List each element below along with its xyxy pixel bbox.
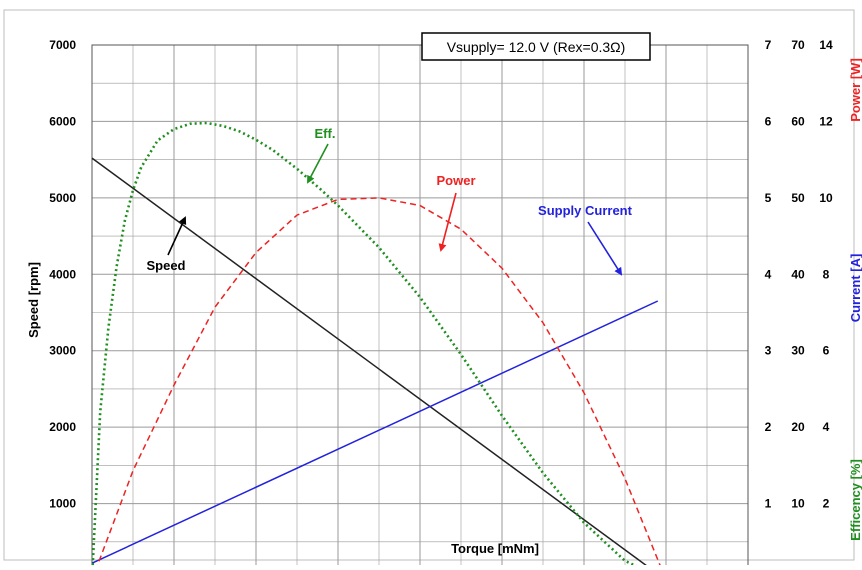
title-box [421, 32, 651, 61]
annotation-supply-current: Supply Current [538, 203, 633, 218]
y-tick-label-power: 2 [823, 497, 830, 511]
y-tick-label-efficiency: 10 [791, 497, 805, 511]
y-tick-label-current: 5 [765, 191, 772, 205]
y-tick-label-efficiency: 50 [791, 191, 805, 205]
y-tick-label-power: 14 [819, 38, 833, 52]
y-tick-label-power: 6 [823, 344, 830, 358]
arrow-eff [307, 143, 329, 184]
series-power [94, 197, 663, 570]
y-tick-label-efficiency: 40 [791, 267, 805, 281]
y-tick-label-current: 3 [765, 344, 772, 358]
y-tick-label-current: 7 [765, 38, 772, 52]
y-tick-label-speed: 4000 [49, 267, 76, 281]
y-tick-label-power: 4 [823, 420, 830, 434]
ticks-layer: 0102030405060708001000200030004000500060… [49, 38, 833, 511]
annotation-speed: Speed [146, 258, 185, 273]
series-speed [91, 157, 654, 570]
y-tick-label-power: 8 [823, 267, 830, 281]
y-axis-title-power: Power [W] [848, 58, 862, 122]
y-tick-label-efficiency: 70 [791, 38, 805, 52]
y-tick-label-current: 2 [765, 420, 772, 434]
y-tick-label-power: 10 [819, 191, 833, 205]
y-tick-label-speed: 1000 [49, 497, 76, 511]
y-tick-label-power: 12 [819, 114, 833, 128]
x-axis-title: Torque [mNm] [451, 541, 539, 556]
y-tick-label-efficiency: 20 [791, 420, 805, 434]
series-supply-current [91, 300, 659, 564]
y-tick-label-current: 4 [765, 267, 772, 281]
y-tick-label-speed: 2000 [49, 420, 76, 434]
annotation-eff: Eff. [315, 126, 336, 141]
arrow-power [438, 192, 457, 252]
title-box-text: Vsupply= 12.0 V (Rex=0.3Ω) [447, 39, 626, 55]
y-tick-label-current: 1 [765, 497, 772, 511]
arrow-speed [167, 216, 187, 256]
y-axis-title-current: Current [A] [848, 254, 862, 323]
outer-frame [3, 9, 855, 561]
y-tick-label-speed: 3000 [49, 344, 76, 358]
series-eff [91, 121, 648, 570]
y-axis-title-efficiency: Efficency [%] [848, 459, 862, 541]
series-layer [91, 121, 663, 570]
arrow-supply-current [587, 221, 623, 276]
y-tick-label-speed: 5000 [49, 191, 76, 205]
y-tick-label-speed: 7000 [49, 38, 76, 52]
y-tick-label-efficiency: 30 [791, 344, 805, 358]
y-tick-label-speed: 6000 [49, 114, 76, 128]
annotation-layer: Eff. Power Supply Current Speed [146, 126, 633, 276]
plot-border [91, 44, 749, 570]
annotation-power: Power [436, 173, 475, 188]
y-tick-label-current: 6 [765, 114, 772, 128]
y-tick-label-efficiency: 60 [791, 114, 805, 128]
y-axis-title-speed: Speed [rpm] [26, 262, 41, 338]
